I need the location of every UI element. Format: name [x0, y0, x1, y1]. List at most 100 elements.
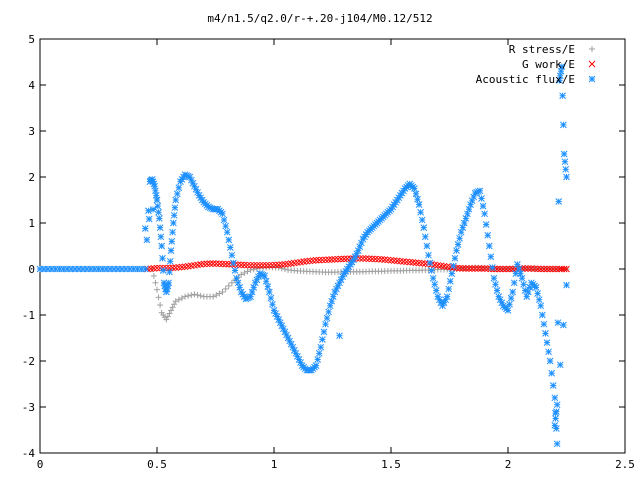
series-2-point [168, 238, 176, 245]
series-2-point [559, 92, 566, 100]
series-2-point [558, 63, 566, 70]
series-2-point [156, 224, 164, 231]
series-1-point [365, 255, 373, 263]
series-1-point [322, 256, 329, 264]
series-2-point [141, 265, 149, 273]
series-2-point [534, 290, 541, 297]
series-2-point [231, 267, 239, 274]
series-1-point [546, 265, 554, 273]
series-2-point [517, 270, 524, 277]
series-2-point [319, 336, 326, 343]
series-1-point [334, 255, 342, 263]
series-2-point [415, 201, 423, 208]
series-1-point [200, 260, 208, 268]
series-2-point [143, 236, 151, 244]
series-1-point [415, 259, 423, 267]
series-2-point [328, 297, 336, 305]
series-2-point [264, 283, 272, 290]
series-2-point [248, 288, 256, 296]
series-1-point [169, 264, 176, 272]
series-1-point [481, 265, 488, 272]
series-2-point [504, 307, 512, 314]
series-2-point [464, 210, 471, 218]
series-2-point [165, 279, 173, 287]
series-1-point [375, 255, 382, 263]
series-1-point [343, 255, 351, 263]
y-tick-label-1: 4 [28, 79, 35, 92]
series-0-point [197, 292, 204, 299]
series-1-point [206, 260, 214, 267]
series-1-point [503, 265, 510, 273]
series-1-point [400, 258, 407, 265]
series-1-point [325, 256, 332, 264]
series-1-point [309, 257, 317, 264]
series-1-point [359, 255, 367, 262]
series-2-point [251, 279, 259, 287]
series-2-point [462, 215, 470, 222]
series-1-point [319, 256, 326, 264]
x-tick-label-1: 0.5 [147, 458, 167, 471]
series-2-point [261, 272, 268, 280]
series-2-point [336, 332, 343, 340]
series-2-point [236, 284, 244, 291]
series-2-point [315, 349, 323, 357]
series-2-point [465, 205, 473, 213]
series-2-point [426, 259, 434, 267]
series-2-point [166, 268, 173, 276]
series-0-point [166, 310, 173, 317]
series-2-point [532, 284, 540, 291]
series-1-point [247, 261, 254, 269]
series-0-point [238, 271, 245, 278]
series-1-point [540, 265, 548, 273]
series-2-point [510, 279, 518, 287]
series-2-point [326, 302, 334, 310]
series-1-point [563, 265, 570, 273]
series-1-point [549, 265, 557, 273]
series-2-point [219, 210, 226, 218]
series-2-point [420, 224, 428, 231]
y-tick-label-4: 1 [28, 217, 35, 230]
series-1-point [403, 258, 410, 266]
series-2-point [170, 211, 178, 219]
series-2-point [228, 251, 236, 259]
series-1-point [209, 260, 217, 267]
series-1-point [272, 261, 279, 269]
series-0-point [164, 313, 171, 320]
series-0-point [219, 289, 226, 295]
series-2-point [172, 196, 180, 204]
series-2-point [423, 242, 431, 250]
series-2-point [222, 222, 229, 230]
series-2-point [155, 208, 162, 216]
series-0 [149, 264, 570, 323]
series-1-point [256, 261, 264, 269]
series-2-point [459, 224, 467, 231]
series-1-point [397, 257, 404, 265]
series-1-point [175, 263, 183, 271]
series-2-point [432, 287, 440, 294]
series-0-point [188, 292, 195, 299]
axis-ticks: 0 0.5 1 1.5 2 2.5 5 4 3 2 1 0 -1 -2 -3 -4 [22, 33, 635, 471]
series-0-point [216, 290, 223, 297]
series-1-point [531, 265, 538, 273]
series-2-point [225, 236, 233, 244]
series-1-point [537, 265, 545, 273]
series-1-point [237, 261, 245, 269]
series-2-point [157, 233, 165, 241]
series-2-point [155, 215, 163, 222]
series-1-point [362, 255, 370, 262]
legend-label-1: G work/E [522, 58, 575, 71]
series-2-point [524, 288, 532, 296]
series-1-point [244, 261, 251, 269]
series-1-point [253, 261, 261, 269]
series-1-point [337, 255, 345, 263]
series-0-point [154, 286, 160, 293]
series-2-point [563, 173, 570, 181]
legend-label-0: R stress/E [509, 43, 575, 56]
series-2-point [535, 296, 543, 304]
series-2-point [91, 265, 98, 273]
series-2-point [220, 216, 228, 224]
x-tick-label-3: 1.5 [381, 458, 401, 471]
series-2-point [141, 225, 149, 232]
series-2-point [450, 262, 457, 270]
x-tick-label-5: 2.5 [615, 458, 635, 471]
